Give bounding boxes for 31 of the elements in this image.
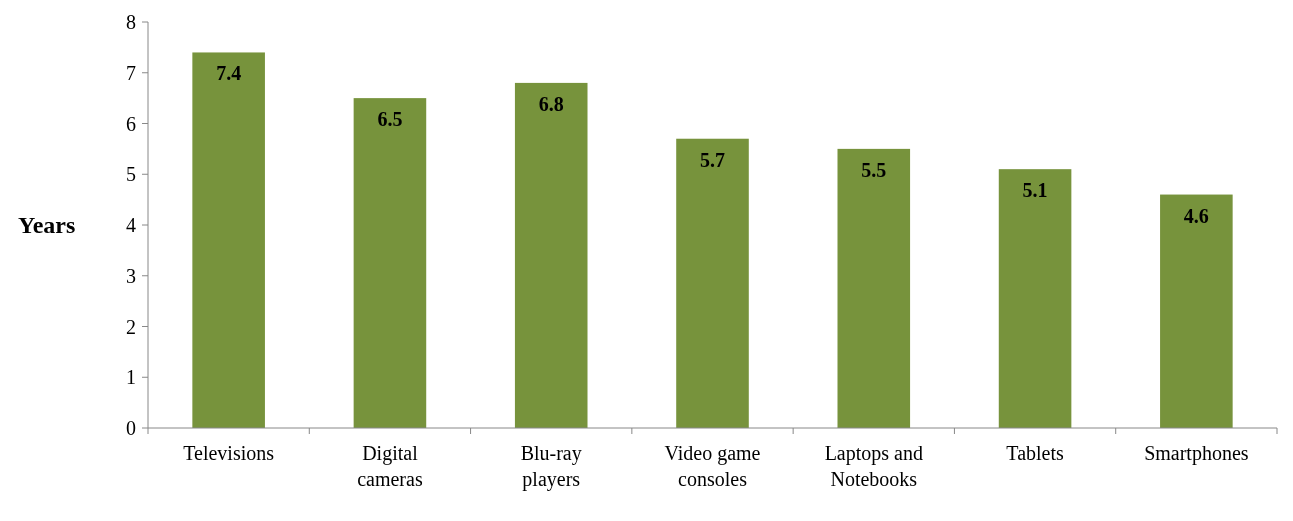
y-tick-label: 1 [126,366,136,389]
y-tick-label: 5 [126,163,136,186]
bar [676,138,749,428]
x-tick-label: Televisions [183,442,275,464]
y-axis-title: Years [18,212,76,239]
x-tick-label: Digital cameras [357,442,423,490]
bar [998,169,1072,428]
y-tick-label: 4 [126,214,136,236]
data-label: 6.5 [377,108,403,131]
bar [837,148,911,428]
bar [514,82,588,428]
data-label: 4.6 [1183,204,1209,227]
bar [1160,194,1233,428]
data-label: 5.1 [1022,179,1048,202]
y-tick-label: 7 [126,61,136,84]
bar [353,98,427,428]
data-label: 5.5 [861,158,887,181]
bar [192,52,265,428]
x-tick-label: Video game consoles [664,442,761,490]
x-tick-label: Laptops and Notebooks [824,442,923,490]
x-tick-label: Smartphones [1144,442,1249,465]
data-label: 6.8 [538,92,564,115]
y-tick-label: 8 [126,11,136,33]
y-tick-label: 0 [126,417,136,439]
data-label: 5.7 [700,148,725,171]
x-tick-label: Blu-ray players [520,442,582,491]
x-tick-label: Tablets [1006,442,1065,464]
y-tick-label: 2 [126,315,136,338]
y-tick-label: 6 [126,112,136,135]
y-tick-label: 3 [126,264,136,287]
data-label: 7.4 [216,62,242,85]
